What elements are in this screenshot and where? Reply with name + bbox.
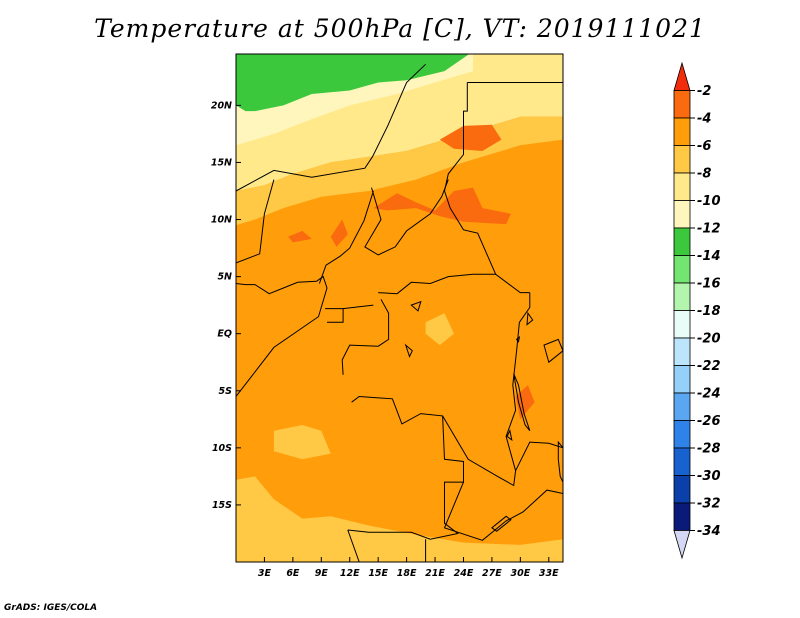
lake-outline-1 (543, 338, 563, 364)
map-frame (235, 53, 564, 563)
colorbar-label-10: -22 (697, 359, 721, 374)
lat-tick-label-7: 15S (212, 500, 232, 511)
lake-outline-8 (404, 343, 413, 358)
grads-credit: GrADS: IGES/COLA (4, 603, 98, 613)
lake-outline-6 (491, 515, 512, 532)
colorbar-label-9: -20 (697, 332, 721, 347)
colorbar-label-2: -6 (697, 139, 711, 154)
lon-tick-label-3: 12E (340, 568, 360, 579)
contour-region-5 (273, 425, 331, 460)
colorbar-label-15: -32 (697, 497, 721, 512)
border-line-7 (325, 308, 344, 323)
contour-region-9 (288, 230, 312, 243)
colorbar-box-9 (673, 310, 691, 339)
lon-tick-label-4: 15E (368, 568, 388, 579)
colorbar-box-4 (673, 172, 691, 201)
colorbar: -2 -4 -6 -8 -10 -12 -14 -16 -18 -20 -22 -24 -26 -28 -3… (673, 61, 721, 560)
colorbar-label-11: -24 (697, 387, 721, 402)
colorbar-box-12 (673, 392, 691, 421)
colorbar-box-1 (673, 90, 691, 119)
lon-tick-label-0: 3E (258, 568, 272, 579)
contour-region-7 (373, 187, 511, 225)
contour-region-8 (439, 124, 502, 151)
lake-outline-3 (515, 335, 521, 343)
lake-outline-5 (557, 440, 563, 483)
colorbar-box-11 (673, 365, 691, 394)
map-title: Temperature at 500hPa [C], VT: 201911102… (94, 14, 706, 43)
lat-tick-label-6: 10S (212, 443, 232, 454)
colorbar-label-13: -28 (697, 442, 721, 457)
lat-tick-label-2: 10N (211, 215, 232, 226)
colorbar-label-7: -16 (697, 277, 721, 292)
colorbar-label-4: -10 (697, 194, 721, 209)
border-line-1 (443, 82, 530, 294)
border-line-5 (364, 179, 449, 256)
contour-region-6 (425, 313, 454, 346)
colorbar-box-10 (673, 337, 691, 366)
colorbar-box-2 (673, 117, 691, 146)
lon-tick-label-1: 6E (286, 568, 300, 579)
temperature-contours (236, 54, 563, 562)
lon-tick-label-9: 30E (510, 568, 530, 579)
contour-region-2 (236, 54, 470, 112)
lat-tick-label-1: 15N (211, 157, 232, 168)
lat-tick-label-0: 20N (211, 100, 232, 111)
colorbar-box-15 (673, 475, 691, 504)
lat-tick-label-5: 5S (219, 386, 233, 397)
map-axes: 3E 6E 9E 12E 15E 18E 21E 24E 27E 30E 33E 20N 15N 10N 5… (211, 100, 559, 579)
country-boundaries (236, 63, 563, 562)
lake-outline-7 (410, 300, 422, 312)
colorbar-label-12: -26 (697, 414, 721, 429)
lon-tick-label-7: 24E (454, 568, 474, 579)
colorbar-label-6: -14 (697, 249, 721, 264)
border-line-10 (347, 395, 464, 540)
colorbar-box-5 (673, 200, 691, 229)
border-line-11 (442, 292, 531, 487)
colorbar-label-1: -4 (697, 112, 711, 127)
contour-region-4 (236, 476, 563, 562)
lat-tick-label-3: 5N (217, 272, 232, 283)
colorbar-label-3: -8 (697, 167, 711, 182)
colorbar-box-13 (673, 420, 691, 449)
border-line-14 (347, 529, 360, 562)
lon-tick-label-2: 9E (315, 568, 329, 579)
map-panel (236, 54, 563, 562)
colorbar-box-17 (673, 530, 691, 560)
border-line-3 (236, 179, 275, 283)
border-line-4 (318, 190, 374, 284)
colorbar-label-0: -2 (697, 84, 711, 99)
colorbar-label-5: -12 (697, 222, 721, 237)
colorbar-box-0 (673, 61, 691, 91)
colorbar-label-14: -30 (697, 469, 721, 484)
colorbar-box-14 (673, 447, 691, 476)
border-line-13 (443, 481, 563, 541)
lon-tick-label-8: 27E (482, 568, 502, 579)
lon-tick-label-10: 33E (539, 568, 559, 579)
colorbar-box-3 (673, 145, 691, 174)
border-line-9 (378, 273, 496, 295)
lat-tick-label-4: EQ (217, 329, 232, 340)
colorbar-box-16 (673, 502, 691, 531)
border-line-0 (236, 63, 426, 192)
lake-outline-0 (513, 373, 531, 432)
colorbar-box-8 (673, 282, 691, 311)
lake-outline-4 (506, 429, 513, 442)
colorbar-label-8: -18 (697, 304, 721, 319)
border-line-8 (343, 304, 374, 310)
contour-region-10 (330, 219, 348, 247)
coastline (236, 275, 328, 397)
lon-tick-label-5: 18E (397, 568, 417, 579)
lake-outline-2 (526, 311, 534, 326)
colorbar-box-6 (673, 227, 691, 256)
colorbar-box-7 (673, 255, 691, 284)
lon-tick-label-6: 21E (425, 568, 445, 579)
border-line-12 (515, 441, 563, 471)
border-line-6 (341, 299, 390, 375)
colorbar-label-16: -34 (697, 524, 721, 539)
